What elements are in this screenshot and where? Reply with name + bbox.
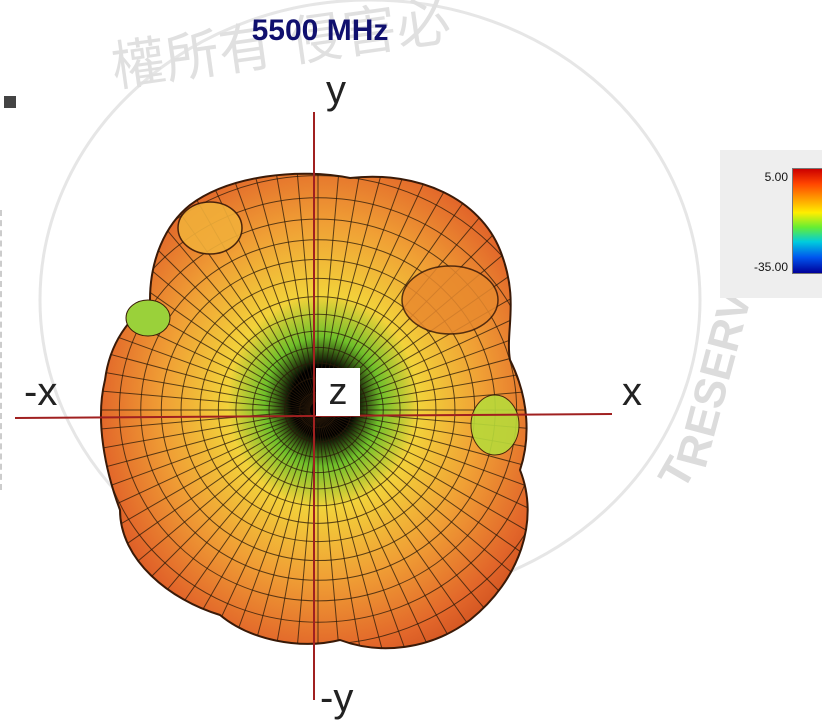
z-axis-label: z [316, 368, 360, 416]
legend-max-label: 5.00 [764, 170, 788, 184]
mesh-spoke [325, 300, 528, 408]
mesh-spoke [320, 173, 428, 403]
mesh-ring [252, 346, 384, 474]
mesh-spoke [318, 417, 375, 649]
legend-min-label: -35.00 [753, 260, 788, 274]
upper-left-lobe [177, 201, 243, 255]
mesh-spoke [320, 173, 454, 403]
left-dashed-edge [0, 210, 5, 490]
mesh-spoke [100, 274, 311, 408]
neg-y-axis-label: -y [320, 676, 354, 720]
mesh-spoke [100, 381, 311, 410]
corner-mark [4, 96, 16, 108]
mesh-spoke [325, 326, 528, 409]
mesh-ring [118, 218, 518, 602]
mesh-spoke [325, 412, 528, 546]
mesh-spoke [319, 417, 402, 649]
mesh-spoke [325, 353, 528, 410]
mesh-spoke [100, 412, 311, 520]
x-axis-label: x [622, 370, 642, 414]
mesh-spoke [100, 413, 312, 571]
mesh-spoke [100, 300, 311, 408]
mesh-spoke [234, 173, 317, 403]
mesh-spoke [325, 381, 528, 410]
mesh-ring [199, 296, 437, 524]
mesh-spoke [320, 417, 428, 649]
mesh-ring [180, 277, 456, 543]
mesh-spoke [208, 417, 316, 649]
mesh-spoke [324, 413, 528, 571]
mesh-spoke [261, 173, 318, 403]
mesh-spoke [261, 417, 318, 649]
neg-x-axis-label: -x [24, 370, 58, 414]
mesh-spoke [100, 410, 311, 467]
mesh-spoke [100, 410, 311, 439]
left-green-lobe [125, 299, 171, 337]
mesh-spoke [289, 173, 318, 403]
mesh-spoke [100, 414, 312, 594]
y-axis-label: y [326, 68, 346, 112]
mesh-spoke [324, 414, 528, 594]
mesh-spoke [318, 417, 347, 649]
mesh-spoke [319, 173, 402, 403]
mesh-ring [235, 330, 401, 490]
mesh-spoke [100, 412, 311, 546]
right-green-lobe [470, 394, 520, 456]
mesh-spoke [318, 173, 347, 403]
mesh-ring [100, 197, 528, 623]
mesh-spoke [100, 353, 311, 410]
mesh-spoke [320, 417, 454, 649]
upper-right-lobe [401, 265, 499, 335]
mesh-spoke [325, 274, 528, 408]
mesh-spoke [234, 417, 317, 649]
mesh-ring [217, 313, 419, 507]
mesh-spoke [289, 417, 318, 649]
frequency-title: 5500 MHz [251, 14, 389, 47]
mesh-spoke [325, 412, 528, 520]
mesh-spoke [208, 173, 316, 403]
mesh-spoke [100, 226, 312, 406]
mesh-spoke [325, 411, 528, 494]
mesh-spoke [182, 173, 316, 403]
mesh-spoke [100, 326, 311, 409]
color-scale-legend: 5.00 -35.00 [720, 150, 822, 298]
mesh-spoke [100, 411, 311, 494]
mesh-spoke [318, 173, 375, 403]
mesh-spoke [100, 249, 312, 407]
mesh-ring [268, 362, 368, 458]
mesh-spoke [182, 417, 316, 649]
color-scale-bar [792, 168, 822, 274]
